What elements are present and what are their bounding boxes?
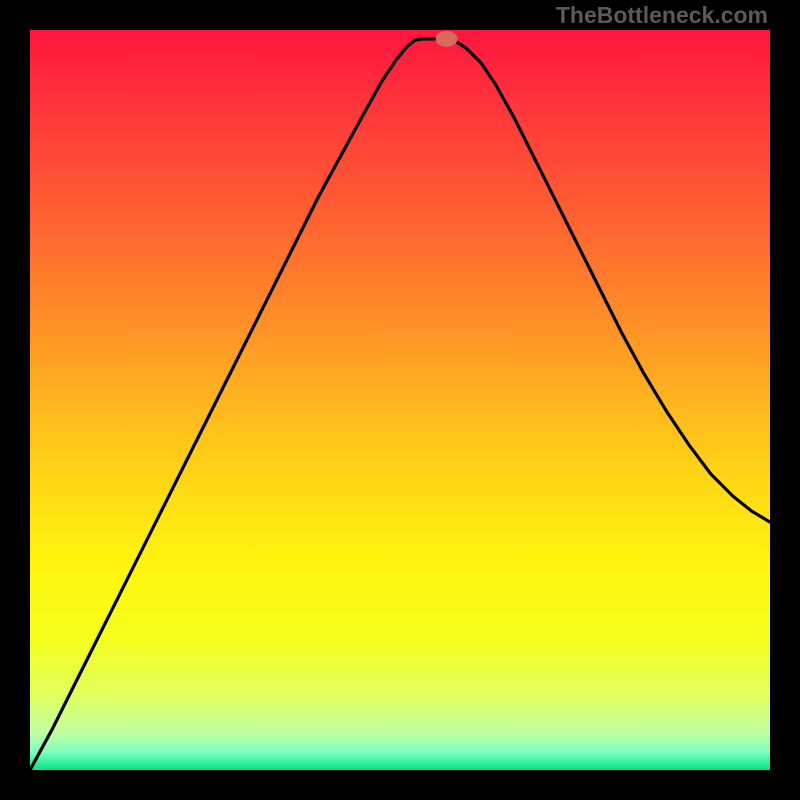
plot-area: [30, 30, 770, 770]
curve-layer: [30, 30, 770, 770]
chart-frame: TheBottleneck.com: [0, 0, 800, 800]
watermark-text: TheBottleneck.com: [556, 2, 768, 29]
minimum-marker: [436, 31, 458, 47]
bottleneck-curve: [30, 39, 770, 770]
